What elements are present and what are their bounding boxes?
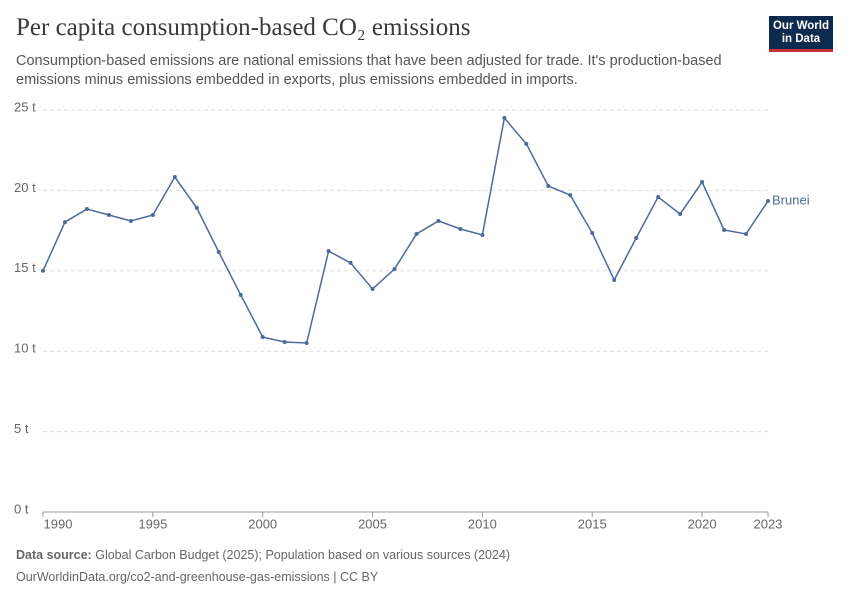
point xyxy=(128,218,133,223)
point xyxy=(304,340,309,345)
y-tick-label: 20 t xyxy=(14,180,36,195)
chart-subtitle: Consumption-based emissions are national… xyxy=(16,53,722,88)
point xyxy=(216,249,221,254)
point xyxy=(106,213,111,218)
source-label: Data source: xyxy=(16,548,92,562)
point xyxy=(480,232,485,237)
x-tick-label: 1990 xyxy=(44,516,73,531)
point xyxy=(41,268,45,273)
y-tick-label: 0 t xyxy=(14,501,29,516)
point xyxy=(612,277,617,282)
point xyxy=(326,249,331,254)
x-tick-label: 2015 xyxy=(578,516,607,531)
chart-title: Per capita consumption-based CO₂ emissio… xyxy=(16,14,471,41)
x-tick-label: 2020 xyxy=(688,516,717,531)
x-tick-label: 2000 xyxy=(248,516,277,531)
source-text: Global Carbon Budget (2025); Population … xyxy=(95,548,511,562)
point xyxy=(282,340,287,345)
point xyxy=(194,205,199,210)
x-tick-label: 2010 xyxy=(468,516,497,531)
point xyxy=(348,260,353,265)
point xyxy=(414,231,419,236)
point xyxy=(172,175,177,180)
point xyxy=(766,199,770,204)
point xyxy=(84,207,89,212)
y-tick-label: 10 t xyxy=(14,341,36,356)
x-tick-label: 2005 xyxy=(358,516,387,531)
series-line xyxy=(42,116,769,344)
point xyxy=(744,231,749,236)
logo-line: in Data xyxy=(781,33,821,45)
logo-line: Our World xyxy=(772,20,829,32)
point xyxy=(458,226,463,231)
point xyxy=(634,235,639,240)
point xyxy=(568,193,573,198)
point xyxy=(722,227,727,232)
y-tick-label: 5 t xyxy=(14,421,29,436)
point xyxy=(502,116,507,121)
point xyxy=(436,218,441,223)
url-line[interactable]: OurWorldinData.org/co2-and-greenhouse-ga… xyxy=(16,570,379,584)
point xyxy=(700,180,705,185)
y-tick-label: 25 t xyxy=(14,99,36,114)
source: Data source: Global Carbon Budget (2025)… xyxy=(16,548,510,562)
point xyxy=(546,184,551,189)
logo[interactable]: Our World in Data xyxy=(769,16,833,52)
point xyxy=(260,335,265,340)
point xyxy=(370,286,375,291)
series-label: Brunei xyxy=(772,192,810,207)
point xyxy=(62,220,67,225)
point xyxy=(150,213,155,218)
x-tick-label: 1995 xyxy=(138,516,167,531)
point xyxy=(524,141,529,146)
point xyxy=(392,267,397,272)
y-tick-label: 15 t xyxy=(14,260,36,275)
point xyxy=(590,231,595,236)
point xyxy=(238,292,243,297)
point xyxy=(656,194,661,199)
point xyxy=(678,212,683,217)
x-tick-label: 2023 xyxy=(754,516,783,531)
